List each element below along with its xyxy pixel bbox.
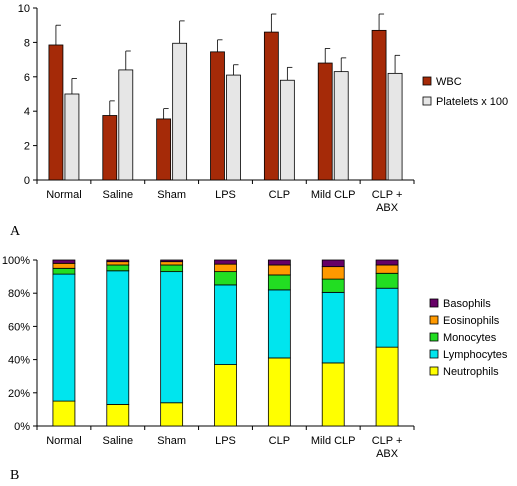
panel-a-label: A	[10, 224, 21, 239]
legend-label: Eosinophils	[443, 315, 500, 327]
x-tick-label: ABX	[376, 448, 399, 460]
bar-segment-neutrophils	[214, 364, 237, 427]
bar-segment-monocytes	[52, 267, 76, 275]
bar-segment-lymphocytes	[375, 287, 399, 348]
legend-swatch	[422, 76, 432, 86]
bar-wbc	[156, 118, 172, 181]
legend-swatch	[422, 96, 432, 106]
y-tick-label: 10	[18, 3, 30, 15]
y-tick-label: 60%	[8, 321, 30, 333]
bar-segment-neutrophils	[321, 362, 345, 427]
bar-segment-lymphocytes	[106, 270, 130, 405]
bar-segment-eosinophils	[106, 261, 130, 266]
bar-segment-eosinophils	[214, 263, 237, 273]
bar-segment-basophils	[52, 259, 76, 264]
bar-segment-monocytes	[267, 274, 291, 291]
y-tick-label: 0	[24, 175, 30, 187]
x-tick-label: Saline	[102, 189, 133, 201]
legend-label: Platelets x 100	[436, 96, 508, 108]
x-tick-label: Normal	[46, 189, 81, 201]
panel-a-chart: 0 2 4 6 8 10 Normal Saline Sham LPS CLP Mild CLP CLP…	[18, 3, 508, 214]
legend-label: Lymphocytes	[443, 349, 508, 361]
bar-segment-monocytes	[214, 271, 237, 286]
legend-swatch	[429, 366, 439, 376]
y-tick-label: 40%	[8, 355, 30, 367]
bar-segment-monocytes	[375, 272, 399, 289]
x-tick-label: Normal	[46, 435, 81, 447]
bar-segment-lymphocytes	[214, 284, 237, 365]
x-tick-label: Mild CLP	[311, 189, 356, 201]
y-tick-label: 20%	[8, 388, 30, 400]
x-tick-label: Mild CLP	[311, 435, 356, 447]
bar-segment-lymphocytes	[160, 271, 184, 404]
x-tick-label: Sham	[157, 435, 186, 447]
legend-swatch	[429, 298, 439, 308]
y-tick-label: 0%	[14, 421, 30, 433]
x-tick-label: CLP	[269, 435, 290, 447]
y-tick-label: 8	[24, 37, 30, 49]
legend: Basophils Eosinophils Monocytes Lymphocytes…	[429, 298, 508, 378]
bar-wbc	[210, 51, 225, 181]
bar-segment-basophils	[375, 259, 399, 266]
bar-platelets-x-100	[387, 72, 403, 181]
bar-segment-monocytes	[160, 264, 184, 273]
bar-segment-neutrophils	[267, 357, 291, 427]
bar-platelets-x-100	[333, 71, 349, 181]
bar-segment-neutrophils	[375, 346, 399, 427]
bar-segment-eosinophils	[375, 264, 399, 274]
legend-label: Monocytes	[443, 332, 497, 344]
x-tick-label: LPS	[215, 189, 236, 201]
bar-segment-monocytes	[321, 278, 345, 293]
y-tick-label: 2	[24, 141, 30, 153]
y-tick-label: 80%	[8, 288, 30, 300]
bar-segment-eosinophils	[267, 264, 291, 276]
legend-label: Neutrophils	[443, 366, 499, 378]
bar-wbc	[263, 31, 279, 181]
bar-segment-neutrophils	[160, 402, 184, 427]
bar-segment-eosinophils	[160, 261, 184, 266]
legend: WBC Platelets x 100	[422, 76, 508, 108]
legend-label: WBC	[436, 76, 462, 88]
bar-platelets-x-100	[226, 74, 241, 181]
bar-segment-basophils	[160, 259, 184, 263]
bar-platelets-x-100	[172, 42, 188, 181]
legend-swatch	[429, 349, 439, 359]
x-tick-label: CLP	[269, 189, 290, 201]
bar-segment-lymphocytes	[321, 291, 345, 364]
x-tick-label: LPS	[215, 435, 236, 447]
bar-wbc	[317, 62, 333, 181]
legend-swatch	[429, 315, 439, 325]
bar-segment-basophils	[321, 259, 345, 268]
bar-platelets-x-100	[118, 69, 134, 181]
x-tick-label: Saline	[102, 435, 133, 447]
y-tick-label: 100%	[2, 255, 30, 267]
bar-wbc	[371, 29, 387, 181]
bar-segment-basophils	[267, 259, 291, 266]
legend-label: Basophils	[443, 298, 491, 310]
bar-segment-eosinophils	[52, 262, 76, 269]
bar-segment-basophils	[106, 259, 130, 263]
bar-segment-lymphocytes	[267, 289, 291, 359]
x-tick-label: CLP +	[372, 435, 403, 447]
legend-swatch	[429, 332, 439, 342]
bar-segment-neutrophils	[106, 404, 130, 427]
bar-segment-basophils	[214, 259, 237, 265]
x-tick-label: ABX	[376, 202, 399, 214]
bar-platelets-x-100	[279, 79, 295, 181]
x-tick-label: CLP +	[372, 189, 403, 201]
bar-segment-neutrophils	[52, 400, 76, 427]
y-tick-label: 4	[24, 106, 30, 118]
x-tick-label: Sham	[157, 189, 186, 201]
bar-segment-eosinophils	[321, 266, 345, 280]
panel-b-label: B	[10, 468, 19, 483]
panel-b-chart: 0% 20% 40% 60% 80% 100% Normal Saline Sham LPS CLP…	[2, 255, 508, 460]
bar-platelets-x-100	[64, 93, 80, 181]
bar-wbc	[102, 115, 118, 181]
bar-segment-monocytes	[106, 264, 130, 272]
bar-segment-lymphocytes	[52, 273, 76, 402]
y-tick-label: 6	[24, 72, 30, 84]
bar-wbc	[48, 44, 64, 181]
